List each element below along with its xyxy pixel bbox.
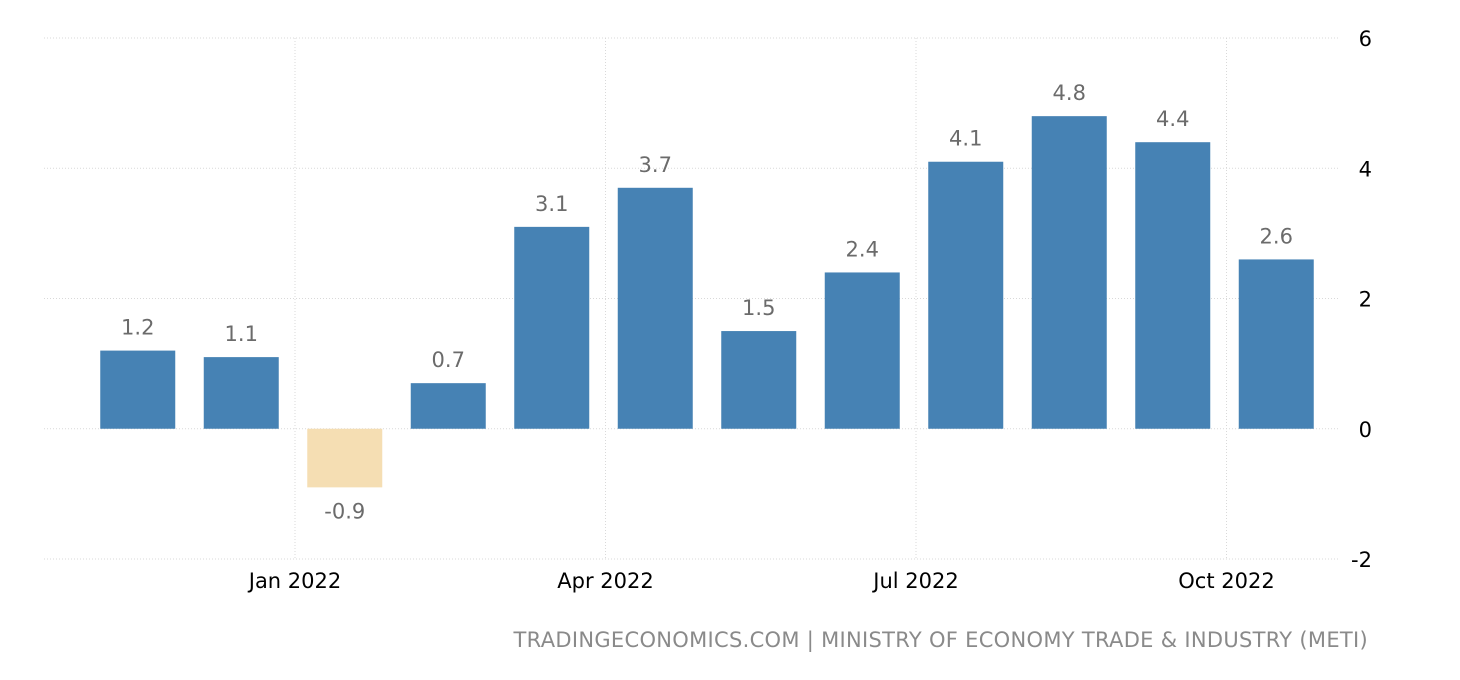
bar bbox=[824, 272, 900, 429]
bar-value-label: 4.4 bbox=[1156, 107, 1189, 131]
source-attribution: TRADINGECONOMICS.COM | MINISTRY OF ECONO… bbox=[513, 628, 1368, 652]
bar bbox=[514, 226, 590, 429]
bar bbox=[721, 331, 797, 429]
bar bbox=[1238, 259, 1314, 429]
bar bbox=[928, 161, 1004, 429]
chart-bars bbox=[100, 116, 1314, 488]
x-tick-label: Jan 2022 bbox=[247, 569, 342, 593]
bar bbox=[1135, 142, 1211, 429]
bar bbox=[100, 350, 176, 429]
bar bbox=[1031, 116, 1107, 429]
x-tick-label: Jul 2022 bbox=[871, 569, 958, 593]
bar bbox=[203, 357, 279, 429]
x-tick-label: Oct 2022 bbox=[1178, 569, 1274, 593]
x-tick-label: Apr 2022 bbox=[557, 569, 653, 593]
bar-value-label: 3.1 bbox=[535, 192, 568, 216]
y-tick-label: 0 bbox=[1359, 418, 1372, 442]
bar-value-label: 1.1 bbox=[225, 322, 258, 346]
chart-data-labels: 1.2 1.1 -0.9 0.7 3.1 3.7 1.5 2.4 4.1 4.8 4.4 2.6 bbox=[121, 81, 1293, 523]
bar-value-label: 0.7 bbox=[432, 348, 465, 372]
bar-value-label: 4.8 bbox=[1053, 81, 1086, 105]
y-tick-label: 6 bbox=[1359, 27, 1372, 51]
bar bbox=[410, 383, 486, 429]
bar-value-label: 1.2 bbox=[121, 316, 154, 340]
bar-value-label: 2.6 bbox=[1260, 224, 1293, 248]
bar-value-label: 3.7 bbox=[639, 153, 672, 177]
y-axis: 6 4 2 0 -2 bbox=[1351, 27, 1372, 572]
bar-value-label: 2.4 bbox=[846, 237, 879, 261]
bar-value-label: 1.5 bbox=[742, 296, 775, 320]
y-tick-label: 4 bbox=[1359, 157, 1372, 181]
bar bbox=[617, 187, 693, 429]
y-tick-label: 2 bbox=[1359, 288, 1372, 312]
y-tick-label: -2 bbox=[1351, 548, 1372, 572]
x-axis: Jan 2022 Apr 2022 Jul 2022 Oct 2022 bbox=[247, 569, 1275, 593]
bar-value-label: 4.1 bbox=[949, 127, 982, 151]
bar-value-label: -0.9 bbox=[324, 499, 365, 523]
bar-chart: 1.2 1.1 -0.9 0.7 3.1 3.7 1.5 2.4 4.1 4.8 4.4 2.6 6 4… bbox=[44, 27, 1372, 593]
bar bbox=[307, 428, 383, 488]
